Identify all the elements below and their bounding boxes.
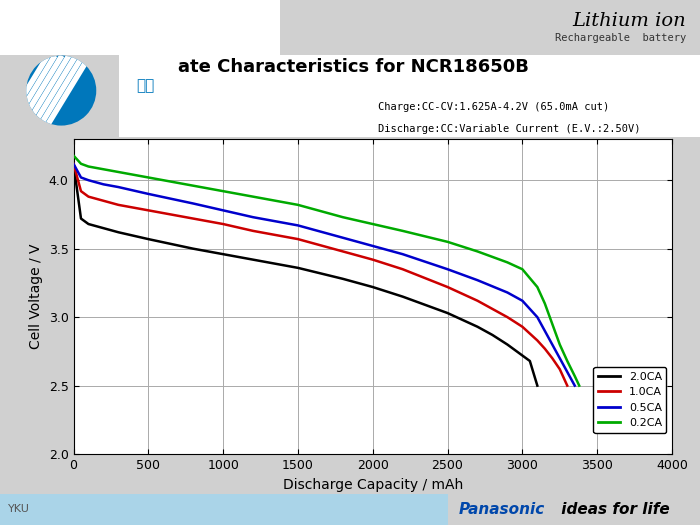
Y-axis label: Cell Voltage / V: Cell Voltage / V — [29, 244, 43, 349]
Text: Lithium ion: Lithium ion — [573, 12, 686, 30]
Legend: 2.0CA, 1.0CA, 0.5CA, 0.2CA: 2.0CA, 1.0CA, 0.5CA, 0.2CA — [594, 368, 666, 433]
Text: Panasonic: Panasonic — [458, 502, 545, 517]
Circle shape — [26, 56, 97, 125]
Text: Charge:CC-CV:1.625A-4.2V (65.0mA cut): Charge:CC-CV:1.625A-4.2V (65.0mA cut) — [378, 102, 609, 112]
Bar — [0, 494, 448, 525]
Text: ideas for life: ideas for life — [556, 502, 671, 517]
Text: 神對: 神對 — [136, 78, 155, 93]
X-axis label: Discharge Capacity / mAh: Discharge Capacity / mAh — [283, 478, 463, 491]
Text: Rechargeable  battery: Rechargeable battery — [554, 33, 686, 43]
Text: Discharge:CC:Variable Current (E.V.:2.50V): Discharge:CC:Variable Current (E.V.:2.50… — [378, 124, 640, 134]
Text: YKU: YKU — [8, 504, 30, 514]
Bar — [119, 55, 700, 136]
Bar — [0, 0, 280, 55]
Text: ate Characteristics for NCR18650B: ate Characteristics for NCR18650B — [178, 58, 529, 76]
